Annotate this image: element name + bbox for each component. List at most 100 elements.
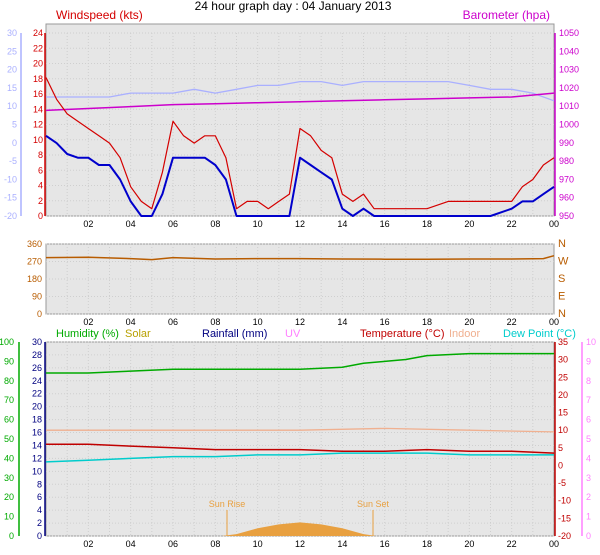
far-left-tick-label: 5	[12, 120, 17, 130]
compass-tick-label: W	[558, 256, 569, 268]
rain-tick-label: 28	[32, 350, 42, 360]
wind-tick-label: 16	[33, 89, 43, 99]
barometer-line	[45, 92, 555, 112]
humidity-tick-label: 20	[4, 492, 14, 502]
x-tick-label: 04	[126, 539, 136, 549]
direction-panel-ticks: 02 04 06 08 10 12 14 16 18 20 22 00360270180900NWSE…	[27, 238, 569, 327]
rain-tick-label: 24	[32, 376, 42, 386]
legend-rainfall: Rainfall (mm)	[202, 328, 267, 340]
wind-panel-grid	[46, 32, 554, 217]
wind-panel-series	[45, 77, 555, 217]
x-tick-label: 04	[126, 219, 136, 229]
far-left-tick-label: 0	[12, 138, 17, 148]
x-tick-label: 18	[422, 219, 432, 229]
far-left-series-line	[46, 80, 555, 102]
weather-panel-grid	[46, 341, 554, 537]
far-left-tick-label: -5	[9, 156, 17, 166]
windspeed-line	[45, 77, 555, 210]
x-tick-label: 08	[210, 539, 220, 549]
wind-tick-label: 20	[33, 59, 43, 69]
compass-tick-label: N	[558, 308, 566, 320]
humidity-tick-label: 90	[4, 356, 14, 366]
weather-panel-ticks: 02 04 06 08 10 12 14 16 18 20 22 001009080706050403…	[0, 337, 596, 549]
x-tick-label: 16	[380, 317, 390, 327]
wind-tick-label: 10	[33, 135, 43, 145]
x-tick-label: 02	[83, 539, 93, 549]
far-left-tick-label: -20	[4, 211, 17, 221]
x-tick-label: 14	[337, 219, 347, 229]
uv-tick-label: 5	[586, 434, 591, 444]
humidity-line	[46, 352, 554, 374]
baro-tick-label: 1050	[559, 28, 579, 38]
x-tick-label: 12	[295, 317, 305, 327]
wind-tick-label: 12	[33, 120, 43, 130]
baro-tick-label: 1000	[559, 120, 579, 130]
uv-tick-label: 10	[586, 337, 596, 347]
rain-tick-label: 22	[32, 389, 42, 399]
x-tick-label: 22	[507, 317, 517, 327]
humidity-tick-label: 50	[4, 434, 14, 444]
direction-tick-label: 90	[32, 292, 42, 302]
baro-tick-label: 1020	[559, 83, 579, 93]
x-tick-label: 14	[337, 539, 347, 549]
temp-tick-label: -20	[558, 531, 571, 541]
humidity-tick-label: 10	[4, 512, 14, 522]
temp-tick-label: -10	[558, 496, 571, 506]
dewpoint-line	[45, 452, 554, 463]
x-tick-label: 14	[337, 317, 347, 327]
baro-tick-label: 980	[559, 156, 574, 166]
rain-tick-label: 2	[37, 518, 42, 528]
humidity-tick-label: 40	[4, 453, 14, 463]
x-tick-label: 00	[549, 539, 559, 549]
direction-panel-grid	[46, 243, 554, 315]
compass-tick-label: N	[558, 238, 566, 250]
weather-panel-series	[45, 352, 555, 536]
uv-tick-label: 2	[586, 492, 591, 502]
direction-panel-series	[45, 254, 555, 261]
wind-tick-label: 18	[33, 74, 43, 84]
sunset-label: Sun Set	[357, 499, 390, 509]
baro-tick-label: 970	[559, 174, 574, 184]
rain-tick-label: 16	[32, 428, 42, 438]
x-tick-label: 12	[295, 219, 305, 229]
wind-direction-line	[45, 254, 555, 261]
x-tick-label: 06	[168, 539, 178, 549]
uv-tick-label: 6	[586, 415, 591, 425]
rain-tick-label: 18	[32, 415, 42, 425]
rain-tick-label: 4	[37, 505, 42, 515]
temp-tick-label: 20	[558, 390, 568, 400]
temp-tick-label: 5	[558, 443, 563, 453]
humidity-tick-label: 60	[4, 415, 14, 425]
x-tick-label: 10	[253, 317, 263, 327]
x-tick-label: 20	[464, 219, 474, 229]
uv-tick-label: 4	[586, 453, 591, 463]
baro-tick-label: 1030	[559, 65, 579, 75]
humidity-tick-label: 0	[9, 531, 14, 541]
solar-area	[221, 522, 377, 536]
far-left-tick-label: -10	[4, 174, 17, 184]
humidity-tick-label: 100	[0, 337, 14, 347]
indoor-line	[46, 427, 555, 433]
baro-tick-label: 960	[559, 193, 574, 203]
wind-tick-label: 2	[38, 196, 43, 206]
x-tick-label: 18	[422, 539, 432, 549]
rain-tick-label: 20	[32, 402, 42, 412]
rain-tick-label: 26	[32, 363, 42, 373]
weather-legend: Humidity (%) Solar Rainfall (mm) UV Temp…	[56, 328, 576, 340]
x-tick-label: 20	[464, 539, 474, 549]
uv-tick-label: 9	[586, 356, 591, 366]
rain-tick-label: 10	[32, 466, 42, 476]
x-tick-label: 22	[507, 219, 517, 229]
x-tick-label: 06	[168, 219, 178, 229]
x-tick-label: 20	[464, 317, 474, 327]
far-left-tick-label: 20	[7, 65, 17, 75]
compass-tick-label: E	[558, 291, 565, 303]
uv-tick-label: 8	[586, 376, 591, 386]
x-tick-label: 02	[83, 219, 93, 229]
baro-tick-label: 1040	[559, 46, 579, 56]
wind-tick-label: 24	[33, 28, 43, 38]
temp-tick-label: 10	[558, 425, 568, 435]
uv-tick-label: 0	[586, 531, 591, 541]
direction-tick-label: 180	[27, 274, 42, 284]
x-tick-label: 18	[422, 317, 432, 327]
